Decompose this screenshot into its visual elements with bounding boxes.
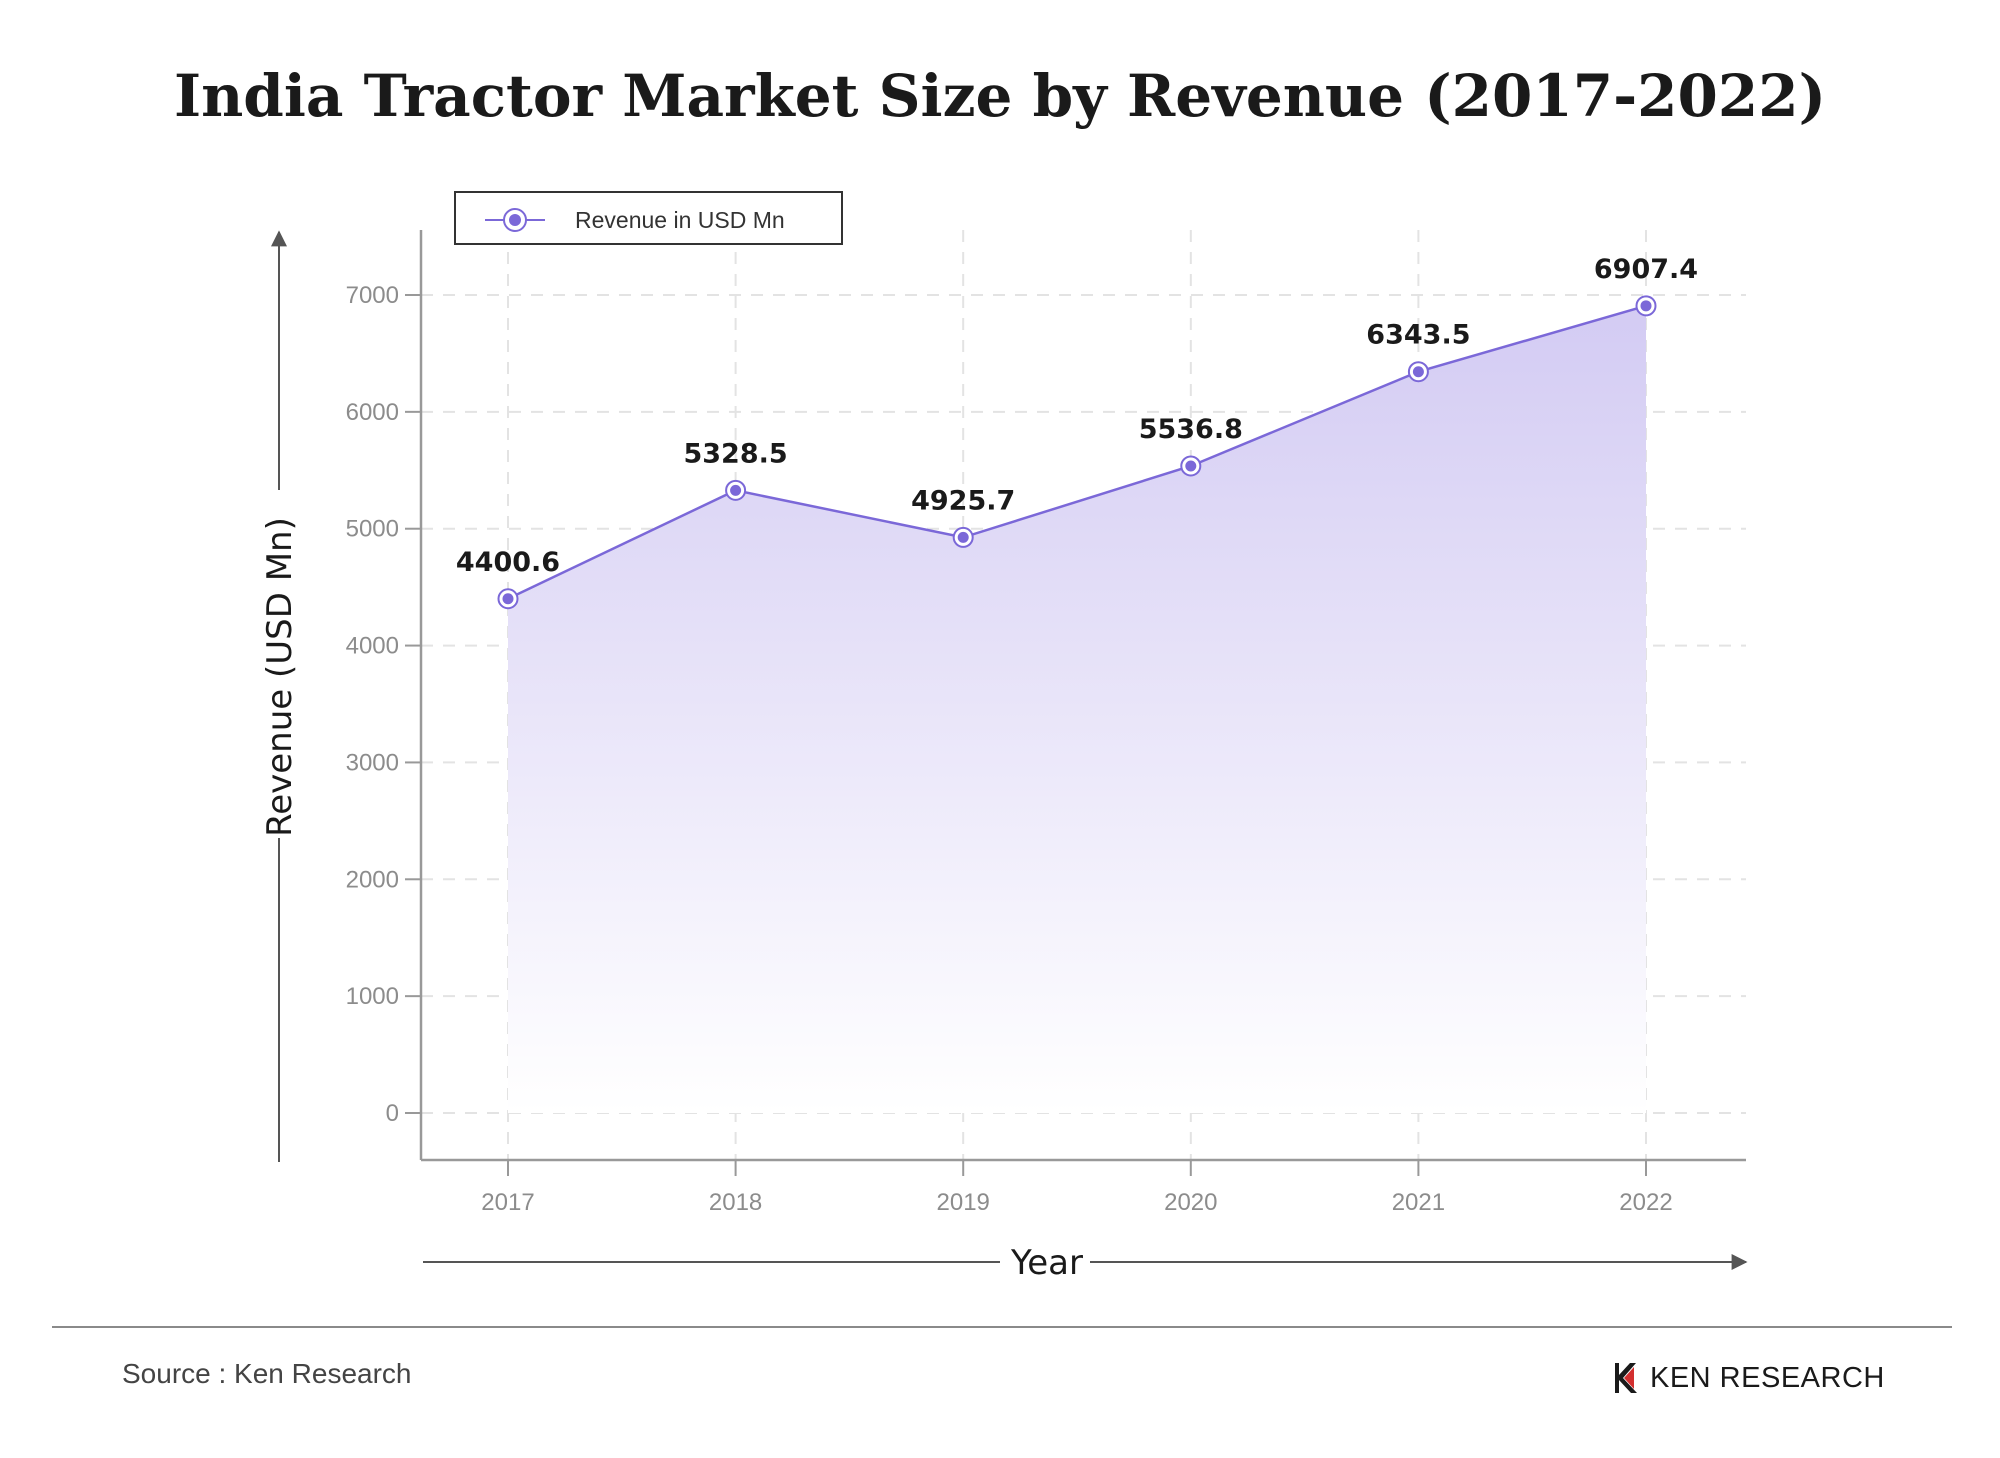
x-tick-label: 2017	[481, 1189, 534, 1216]
data-point-dot	[502, 593, 514, 605]
data-point-dot	[1412, 366, 1424, 378]
y-tick-label: 0	[386, 1100, 399, 1127]
data-point	[1635, 295, 1657, 317]
data-label: 5536.8	[1139, 414, 1243, 445]
legend: Revenue in USD Mn	[454, 191, 843, 245]
data-labels: 4400.6 5328.5 4925.7 5536.8 6343.5 6907.4	[456, 254, 1698, 578]
data-point-dot	[957, 531, 969, 543]
x-tick-label: 2019	[937, 1189, 990, 1216]
data-point	[497, 588, 519, 610]
brand-name: KEN RESEARCH	[1650, 1361, 1885, 1394]
series-polyline	[507, 304, 1647, 600]
legend-marker-dot	[509, 214, 521, 226]
y-tick-label: 5000	[346, 516, 399, 543]
data-point	[725, 479, 747, 501]
axes	[405, 230, 1746, 1176]
area-fill-shape	[508, 305, 1646, 1113]
y-tick-label: 3000	[346, 749, 399, 776]
y-tick-label: 7000	[346, 282, 399, 309]
data-point-dot	[1185, 460, 1197, 472]
legend-label: Revenue in USD Mn	[575, 207, 785, 233]
source-text: Source : Ken Research	[122, 1358, 412, 1389]
data-point	[1407, 361, 1429, 383]
data-point-dot	[730, 484, 742, 496]
series-line	[507, 304, 1647, 600]
y-tick-label: 2000	[346, 866, 399, 893]
data-label: 6343.5	[1366, 320, 1470, 351]
y-axis-title: Revenue (USD Mn)	[260, 517, 300, 837]
x-tick-label: 2018	[709, 1189, 762, 1216]
x-tick-label: 2022	[1619, 1189, 1672, 1216]
data-point	[952, 526, 974, 548]
data-label: 5328.5	[683, 438, 787, 469]
ken-research-logo-icon	[1615, 1363, 1637, 1393]
data-point-dot	[1640, 300, 1652, 312]
data-label: 4925.7	[911, 485, 1015, 516]
footer-divider	[52, 1326, 1952, 1328]
area-fill	[508, 305, 1646, 1113]
chart-title: India Tractor Market Size by Revenue (20…	[173, 62, 1827, 130]
data-label: 4400.6	[456, 547, 560, 578]
data-point	[1180, 455, 1202, 477]
x-axis-title: Year	[1010, 1243, 1083, 1283]
x-tick-label: 2021	[1392, 1189, 1445, 1216]
data-label: 6907.4	[1594, 254, 1698, 285]
y-tick-label: 4000	[346, 633, 399, 660]
tick-labels: 0 1000 2000 3000 4000 5000 6000 7000 2017 2018 201…	[346, 282, 1673, 1216]
brand-logo: KEN RESEARCH	[1612, 1358, 1885, 1398]
data-points	[497, 295, 1657, 610]
x-tick-label: 2020	[1164, 1189, 1217, 1216]
y-tick-label: 6000	[346, 399, 399, 426]
y-tick-label: 1000	[346, 983, 399, 1010]
